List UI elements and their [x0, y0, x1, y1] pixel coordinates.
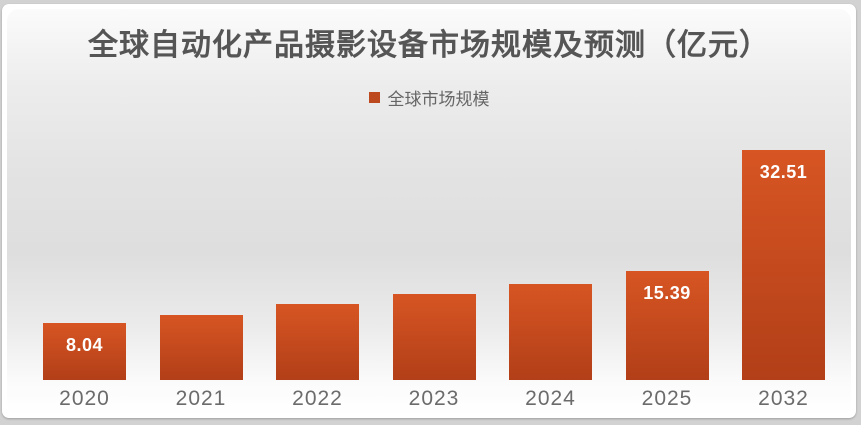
chart-title: 全球自动化产品摄影设备市场规模及预测（亿元） — [88, 28, 770, 63]
bar-2032: 32.51 — [742, 150, 825, 380]
x-axis-label-2032: 2032 — [758, 387, 809, 410]
legend-swatch-icon — [368, 92, 380, 103]
x-axis-label-2022: 2022 — [292, 387, 343, 410]
x-axis-label-2020: 2020 — [59, 387, 110, 410]
bar-value-label-2032: 32.51 — [759, 162, 808, 182]
bar-2021 — [159, 315, 243, 380]
x-axis-label-2021: 2021 — [175, 387, 227, 410]
bar-2025: 15.39 — [625, 271, 709, 380]
bar-2023 — [392, 294, 476, 380]
bar-2020: 8.04 — [43, 323, 126, 380]
slide-sheet: 全球自动化产品摄影设备市场规模及预测（亿元） 全球市场规模 8.04 15.39 3… — [2, 4, 856, 418]
bar-value-label-2020: 8.04 — [65, 335, 104, 355]
legend: 全球市场规模 — [2, 85, 856, 110]
bar-2024 — [509, 284, 592, 380]
legend-label: 全球市场规模 — [387, 90, 490, 110]
bar-2022 — [276, 304, 359, 380]
x-axis-label-2023: 2023 — [408, 387, 460, 410]
x-axis-label-2025: 2025 — [641, 387, 693, 410]
x-axis-label-2024: 2024 — [525, 387, 576, 410]
plot-area: 8.04 15.39 32.51 — [2, 4, 856, 380]
bar-value-label-2025: 15.39 — [643, 283, 691, 303]
